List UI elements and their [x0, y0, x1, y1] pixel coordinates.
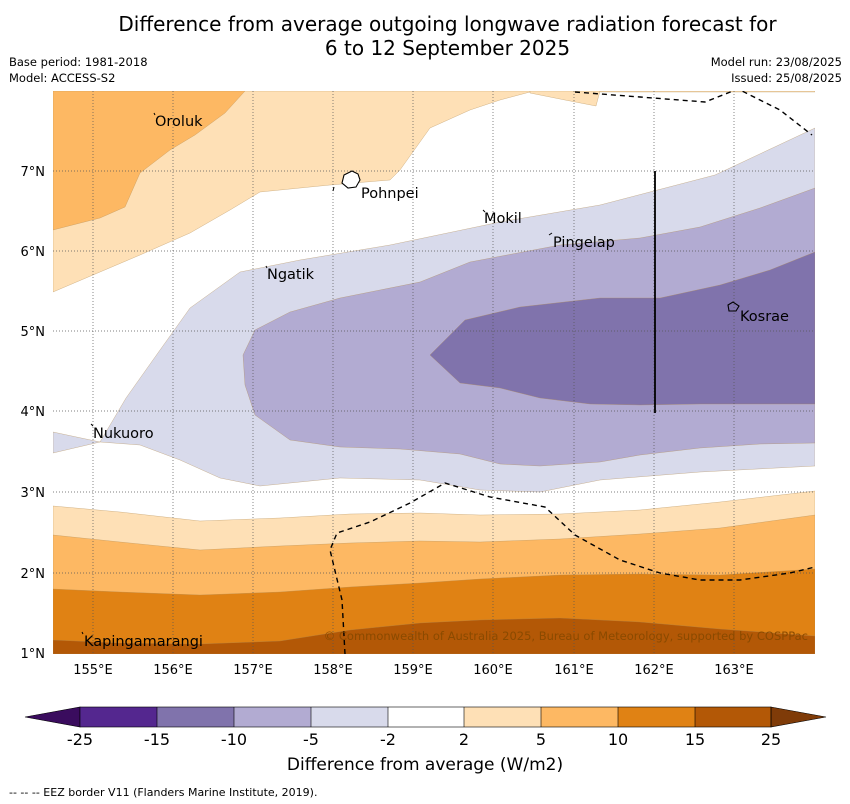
lat-tick-2: 2°N — [21, 567, 46, 582]
map-title: Difference from average outgoing longwav… — [0, 12, 850, 60]
lat-tick-5: 5°N — [21, 325, 46, 340]
lon-tick-labels: 155°E 156°E 157°E 158°E 159°E 160°E 161°… — [73, 663, 754, 678]
colorbar-swatch-pos2 — [464, 707, 541, 727]
colorbar-outline — [79, 706, 772, 728]
cb-tick-pos5: 5 — [536, 730, 546, 749]
map-title-line1: Difference from average outgoing longwav… — [118, 12, 777, 36]
cb-tick-pos25: 25 — [761, 730, 781, 749]
place-label-pingelap: Pingelap — [553, 235, 615, 251]
gridlines — [53, 91, 815, 654]
field-pos2-north — [53, 91, 815, 293]
lon-tick-163: 163°E — [714, 663, 754, 678]
lat-tick-1: 1°N — [21, 647, 46, 662]
lon-tick-159: 159°E — [393, 663, 433, 678]
lon-tick-162: 162°E — [634, 663, 674, 678]
colorbar-swatch-neg15 — [80, 707, 157, 727]
eez-footnote: -- -- -- EEZ border V11 (Flanders Marine… — [9, 786, 318, 799]
meta-left: Base period: 1981-2018 Model: ACCESS-S2 — [9, 54, 148, 86]
cb-tick-neg5: -5 — [303, 730, 319, 749]
lon-tick-156: 156°E — [153, 663, 193, 678]
place-label-oroluk: Oroluk — [155, 114, 203, 130]
cb-tick-neg10: -10 — [221, 730, 247, 749]
base-period-text: Base period: 1981-2018 — [9, 55, 148, 69]
place-label-ngatik: Ngatik — [267, 267, 315, 283]
colorbar-swatch-neg5 — [234, 707, 311, 727]
colorbar-swatch-pos5 — [541, 707, 618, 727]
issued-text: Issued: 25/08/2025 — [731, 71, 842, 85]
colorbar-swatch-pos15 — [695, 707, 771, 727]
colorbar-swatch-neg2 — [311, 707, 388, 727]
place-label-pohnpei: Pohnpei — [361, 186, 419, 202]
colorbar: -25 -15 -10 -5 -2 2 5 10 15 25 — [24, 706, 827, 749]
kosrae-island-outline — [727, 301, 740, 312]
colorbar-swatch-neutral — [388, 707, 464, 727]
colorbar-swatch-pos10 — [618, 707, 695, 727]
lat-tick-4: 4°N — [21, 405, 46, 420]
cb-tick-neg15: -15 — [144, 730, 170, 749]
lon-tick-160: 160°E — [473, 663, 513, 678]
lat-tick-labels: 1°N 2°N 3°N 4°N 5°N 6°N 7°N — [21, 165, 46, 662]
colorbar-tick-labels: -25 -15 -10 -5 -2 2 5 10 15 25 — [67, 730, 781, 749]
cb-tick-pos2: 2 — [459, 730, 469, 749]
colorbar-dividers — [156, 707, 696, 727]
lat-tick-7: 7°N — [21, 165, 46, 180]
model-run-text: Model run: 23/08/2025 — [710, 55, 842, 69]
lon-tick-158: 158°E — [313, 663, 353, 678]
copyright-text: © Commonwealth of Australia 2025, Bureau… — [324, 629, 808, 643]
field-neg10 — [429, 251, 815, 406]
cb-tick-neg2: -2 — [380, 730, 396, 749]
cb-tick-pos10: 10 — [608, 730, 628, 749]
lon-tick-155: 155°E — [73, 663, 113, 678]
atoll-marks — [81, 112, 553, 635]
lon-tick-157: 157°E — [233, 663, 273, 678]
field-pos5-north — [53, 91, 246, 231]
pohnpei-island-outline — [341, 170, 361, 189]
anomaly-fields — [53, 91, 815, 654]
colorbar-label: Difference from average (W/m2) — [286, 755, 564, 775]
map-title-line2: 6 to 12 September 2025 — [324, 36, 571, 60]
field-pos2-northeast — [529, 91, 601, 107]
place-labels: Oroluk Pohnpei Mokil Pingelap Ngatik Kos… — [84, 114, 789, 650]
lat-tick-6: 6°N — [21, 245, 46, 260]
colorbar-arrow-left — [24, 706, 81, 728]
cb-tick-neg25: -25 — [67, 730, 93, 749]
field-pos15-south — [53, 617, 815, 654]
colorbar-swatch-neg10 — [157, 707, 234, 727]
place-label-mokil: Mokil — [484, 211, 522, 227]
map-svg: Oroluk Pohnpei Mokil Pingelap Ngatik Kos… — [21, 91, 815, 678]
cb-tick-pos15: 15 — [685, 730, 705, 749]
colorbar-arrow-right — [770, 706, 827, 728]
lat-tick-3: 3°N — [21, 486, 46, 501]
eez-borders — [329, 91, 815, 654]
meta-right: Model run: 23/08/2025 Issued: 25/08/2025 — [711, 54, 842, 86]
place-label-kapingamarangi: Kapingamarangi — [84, 634, 203, 650]
place-label-nukuoro: Nukuoro — [93, 426, 154, 442]
model-text: Model: ACCESS-S2 — [9, 71, 116, 85]
place-label-kosrae: Kosrae — [740, 309, 789, 325]
lon-tick-161: 161°E — [554, 663, 594, 678]
